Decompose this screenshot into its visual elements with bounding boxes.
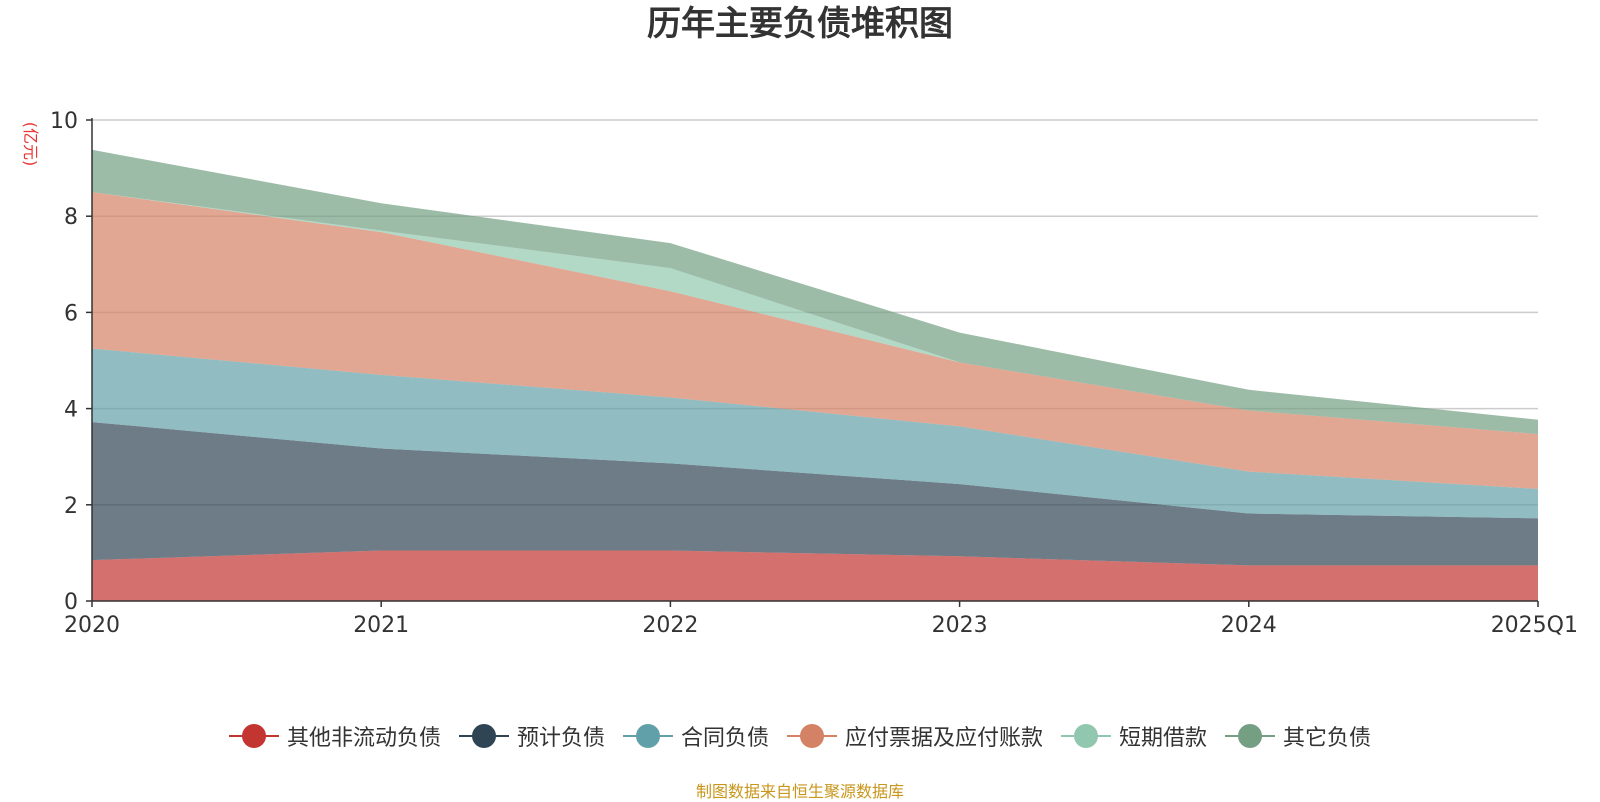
legend-item-4[interactable]: 应付票据及应付账款 [787, 720, 1043, 752]
legend-label: 其它负债 [1283, 726, 1372, 751]
legend-marker-dot [1074, 724, 1099, 748]
data-source-note: 制图数据来自恒生聚源数据库 [695, 782, 904, 801]
legend-marker-icon [1225, 724, 1276, 748]
legend-item-6[interactable]: 其它负债 [1225, 720, 1371, 752]
y-tick-label-8: 8 [64, 205, 78, 230]
legend-label: 应付票据及应付账款 [845, 726, 1044, 751]
x-tick-label-2022: 2022 [642, 613, 698, 638]
legend-marker-icon [228, 724, 279, 748]
x-tick-label-2024: 2024 [1221, 613, 1277, 638]
area-series-1 [92, 550, 1538, 601]
area-series-3 [92, 348, 1538, 519]
legend-marker-icon [787, 724, 837, 748]
area-series-2 [92, 422, 1538, 566]
stacked-areas [92, 149, 1538, 601]
legend-marker-icon [622, 724, 673, 748]
x-tick-label-2025Q1: 2025Q1 [1491, 613, 1578, 638]
legend-marker-dot [635, 724, 660, 748]
y-tick-label-0: 0 [64, 590, 78, 615]
legend-item-1[interactable]: 其他非流动负债 [228, 720, 441, 752]
chart-legend: 其他非流动负债 预计负债 合同负债 应付票据及应付账款 短期借款 其它负债 [0, 716, 1600, 756]
legend-label: 其他非流动负债 [286, 726, 441, 751]
x-tick-label-2023: 2023 [932, 613, 988, 638]
area-series-6 [92, 149, 1538, 435]
legend-item-2[interactable]: 预计负债 [458, 720, 605, 752]
y-tick-label-6: 6 [64, 301, 78, 326]
chart-title: 历年主要负债堆积图 [647, 4, 953, 44]
legend-item-3[interactable]: 合同负债 [622, 720, 769, 752]
y-tick-label-4: 4 [64, 398, 78, 423]
x-tick-label-2021: 2021 [353, 613, 409, 638]
legend-label: 短期借款 [1119, 726, 1208, 751]
legend-marker-dot [800, 724, 824, 748]
legend-marker-dot [471, 724, 496, 748]
legend-item-5[interactable]: 短期借款 [1061, 720, 1207, 752]
axes: 0 2 4 6 8 10 2020 2021 2022 2023 2024 2025Q1 [50, 109, 1578, 638]
legend-label: 合同负债 [680, 726, 769, 751]
legend-marker-icon [458, 724, 509, 748]
legend-marker-dot [1238, 724, 1263, 748]
y-tick-label-2: 2 [64, 494, 78, 519]
area-series-4 [92, 192, 1538, 489]
legend-marker-icon [1061, 724, 1112, 748]
y-tick-label-10: 10 [50, 109, 78, 134]
x-tick-label-2020: 2020 [64, 613, 120, 638]
legend-marker-dot [241, 724, 266, 748]
legend-label: 预计负债 [516, 726, 605, 751]
